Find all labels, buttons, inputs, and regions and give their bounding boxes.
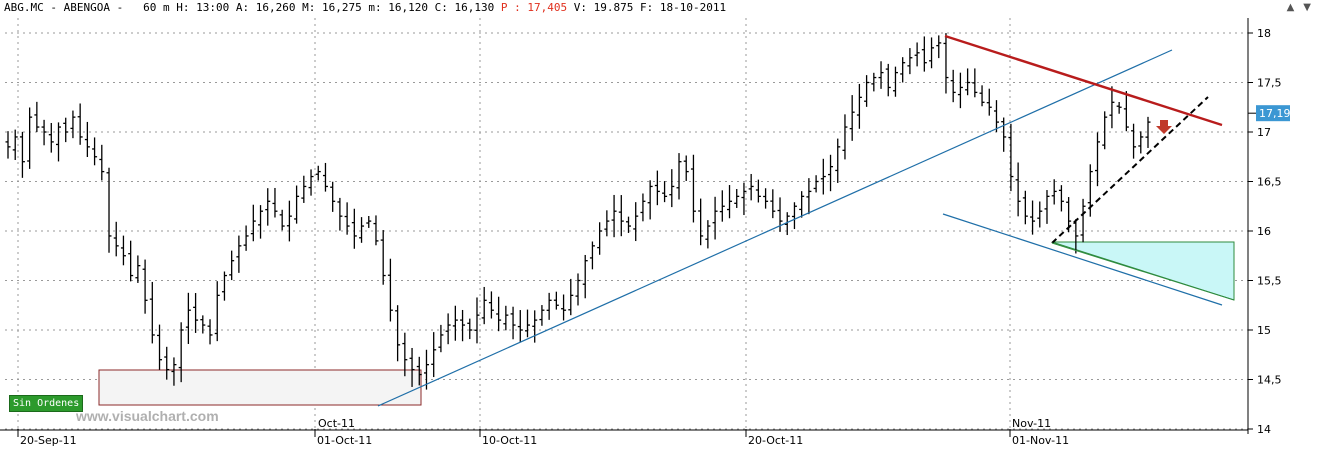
down-arrow-icon bbox=[1156, 120, 1172, 134]
blue-uptrend-line bbox=[377, 49, 1173, 407]
last-price-tag bbox=[1256, 105, 1290, 122]
a-label: A: bbox=[235, 1, 250, 14]
y-tick-label: 15 bbox=[1257, 324, 1271, 337]
x-tick-label: 20-Sep-11 bbox=[20, 434, 77, 447]
y-tick-label: 17,5 bbox=[1257, 77, 1282, 90]
v-label: V: bbox=[573, 1, 587, 14]
y-tick-label: 15,5 bbox=[1257, 275, 1282, 288]
m-label: M: bbox=[302, 1, 316, 14]
green-triangle-edge bbox=[1051, 242, 1235, 301]
time-axis: 20-Sep-11 01-Oct-11 10-Oct-11 20-Oct-11 01-N… bbox=[0, 417, 1248, 447]
y-tick-label: 16 bbox=[1257, 225, 1271, 238]
support-box bbox=[98, 369, 422, 406]
last-price-label: 17,19 bbox=[1259, 107, 1291, 120]
instrument-name: ABENGOA bbox=[63, 1, 110, 14]
h-value: 13:00 bbox=[196, 1, 230, 14]
c-value: 16,130 bbox=[454, 1, 495, 14]
y-tick-label: 18 bbox=[1257, 27, 1271, 40]
y-tick-label: 17 bbox=[1257, 126, 1271, 139]
black-dashed-support-line bbox=[1051, 96, 1209, 244]
y-tick-label: 16,5 bbox=[1257, 176, 1282, 189]
symbol: ABG.MC bbox=[4, 1, 44, 14]
chart-header: ABG.MC - ABENGOA - 60 m H: 13:00 A: 16,2… bbox=[4, 1, 727, 14]
window-controls: ▲ ▼ bbox=[1287, 2, 1311, 13]
price-axis: 18 17,5 17 16,5 16 15,5 15 14,5 14 17,19 bbox=[1247, 18, 1291, 436]
mn-value: 16,120 bbox=[388, 1, 428, 14]
h-label: H: bbox=[176, 1, 190, 14]
red-downtrend-line bbox=[944, 34, 1223, 127]
x-tick-label: 01-Oct-11 bbox=[317, 434, 372, 447]
timeframe: 60 m bbox=[143, 1, 170, 14]
x-tick-label: 20-Oct-11 bbox=[748, 434, 803, 447]
a-value: 16,260 bbox=[255, 1, 296, 14]
ohlc-bars bbox=[5, 33, 1151, 390]
f-value: 18-10-2011 bbox=[659, 1, 727, 14]
mn-label: m: bbox=[368, 1, 382, 14]
chart-grid bbox=[5, 18, 1248, 430]
x-month-label: Oct-11 bbox=[318, 417, 355, 430]
watermark: www.visualchart.com bbox=[76, 408, 219, 424]
x-month-label: Nov-11 bbox=[1012, 417, 1051, 430]
y-tick-label: 14,5 bbox=[1257, 374, 1282, 387]
c-label: C: bbox=[434, 1, 448, 14]
m-value: 16,275 bbox=[321, 1, 362, 14]
orders-status-badge[interactable]: Sin Ordenes bbox=[9, 395, 84, 412]
x-tick-label: 10-Oct-11 bbox=[482, 434, 537, 447]
scroll-down-icon[interactable]: ▼ bbox=[1303, 2, 1311, 13]
trend-lines bbox=[377, 34, 1235, 407]
blue-lower-channel-line bbox=[942, 213, 1223, 306]
p-label: P : bbox=[500, 1, 521, 14]
v-value: 19.875 bbox=[593, 1, 634, 14]
support-box-rect bbox=[98, 369, 422, 406]
scroll-up-icon[interactable]: ▲ bbox=[1286, 2, 1295, 13]
p-value: 17,405 bbox=[527, 1, 568, 14]
x-tick-label: 01-Nov-11 bbox=[1012, 434, 1069, 447]
f-label: F: bbox=[639, 1, 654, 14]
y-tick-label: 14 bbox=[1257, 423, 1271, 436]
